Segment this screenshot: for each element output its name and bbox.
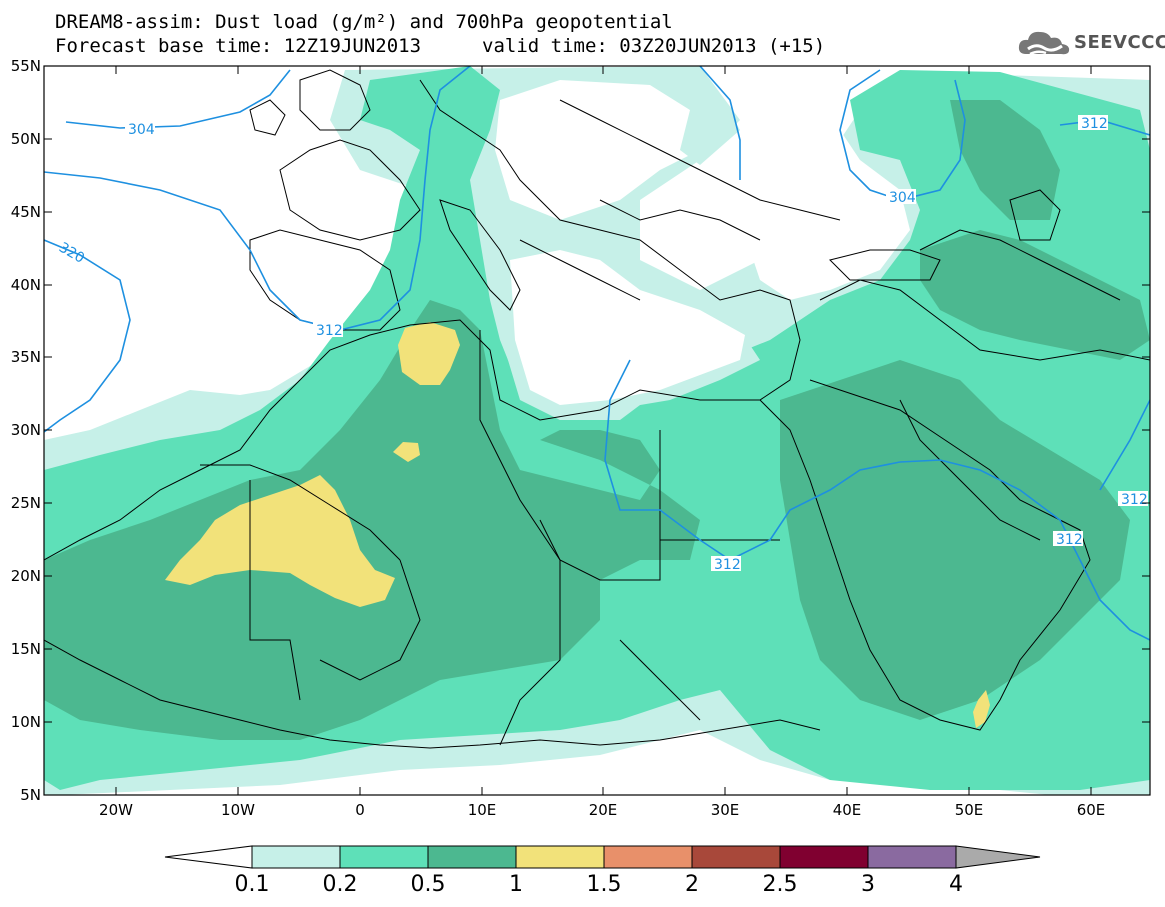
lat-label: 50N — [11, 130, 41, 148]
colorbar-segment — [427, 845, 517, 869]
colorbar-label: 0.5 — [410, 872, 446, 897]
lat-label: 40N — [11, 276, 41, 294]
dust-level-0.5 — [44, 300, 700, 740]
colorbar — [164, 845, 1041, 869]
colorbar-label: 1 — [509, 872, 523, 897]
map-title: DREAM8-assim: Dust load (g/m²) and 700hP… — [55, 11, 673, 33]
contour-label: 304 — [128, 122, 155, 138]
lat-label: 55N — [11, 57, 41, 75]
longitude-labels: 20W 10W 0 10E 20E 30E 40E 50E 60E — [99, 801, 1105, 819]
lon-label: 20E — [589, 801, 618, 819]
contour-label: 312 — [1056, 532, 1083, 548]
colorbar-segment — [164, 845, 253, 869]
seevccc-logo: SEEVCCC — [1016, 26, 1165, 60]
colorbar-label: 0.1 — [234, 872, 270, 897]
colorbar-label: 4 — [949, 872, 963, 897]
lon-label: 20W — [99, 801, 133, 819]
colorbar-segment — [251, 845, 341, 869]
axis-ticks — [44, 65, 1150, 795]
lon-label: 50E — [955, 801, 984, 819]
contour-label: 312 — [1121, 492, 1148, 508]
colorbar-segment — [515, 845, 605, 869]
lat-label: 15N — [11, 640, 41, 658]
valid-time: valid time: 03Z20JUN2013 (+15) — [482, 35, 826, 57]
lon-label: 10W — [221, 801, 255, 819]
colorbar-label: 0.2 — [322, 872, 358, 897]
forecast-base-time: Forecast base time: 12Z19JUN2013 — [55, 35, 422, 57]
colorbar-segment — [603, 845, 693, 869]
contour-labels: 304 304 312 312 312 312 312 320 — [56, 115, 1148, 573]
logo-text: SEEVCCC — [1074, 32, 1165, 53]
lat-label: 5N — [20, 786, 41, 804]
colorbar-segment — [691, 845, 781, 869]
coastlines — [44, 69, 1150, 749]
cloud-logo-icon — [1018, 31, 1070, 56]
contour-label: 304 — [889, 190, 916, 206]
lon-label: 10E — [468, 801, 497, 819]
colorbar-label: 3 — [861, 872, 875, 897]
lat-label: 10N — [11, 713, 41, 731]
colorbar-label: 2.5 — [762, 872, 798, 897]
contour-label: 312 — [714, 557, 741, 573]
lat-label: 45N — [11, 203, 41, 221]
colorbar-segment — [955, 845, 1041, 869]
dust-field: 304 304 312 312 312 312 312 320 — [44, 66, 1150, 795]
colorbar-segment — [339, 845, 429, 869]
dust-level-1 — [165, 475, 395, 607]
lon-label: 0 — [355, 801, 365, 819]
lat-label: 20N — [11, 567, 41, 585]
colorbar-segment — [779, 845, 869, 869]
lon-label: 40E — [833, 801, 862, 819]
lon-label: 30E — [711, 801, 740, 819]
latitude-labels: 55N 50N 45N 40N 35N 30N 25N 20N 15N 10N … — [11, 57, 41, 804]
lat-label: 35N — [11, 348, 41, 366]
contour-label: 312 — [1081, 116, 1108, 132]
colorbar-label: 2 — [685, 872, 699, 897]
colorbar-segment — [867, 845, 957, 869]
lon-label: 60E — [1077, 801, 1106, 819]
lat-label: 30N — [11, 421, 41, 439]
contour-label: 312 — [316, 323, 343, 339]
colorbar-label: 1.5 — [586, 872, 622, 897]
lat-label: 25N — [11, 494, 41, 512]
